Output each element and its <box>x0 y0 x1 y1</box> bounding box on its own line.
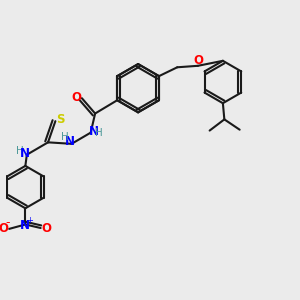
Text: +: + <box>26 216 33 225</box>
Text: N: N <box>65 135 75 148</box>
Text: O: O <box>72 91 82 103</box>
Text: O: O <box>0 222 9 236</box>
Text: H: H <box>61 132 69 142</box>
Text: H: H <box>16 146 24 156</box>
Text: S: S <box>56 113 65 127</box>
Text: N: N <box>20 219 30 232</box>
Text: N: N <box>89 125 99 138</box>
Text: O: O <box>194 54 203 67</box>
Text: -: - <box>5 216 10 229</box>
Text: N: N <box>20 147 30 160</box>
Text: O: O <box>41 221 51 235</box>
Text: H: H <box>95 128 103 138</box>
